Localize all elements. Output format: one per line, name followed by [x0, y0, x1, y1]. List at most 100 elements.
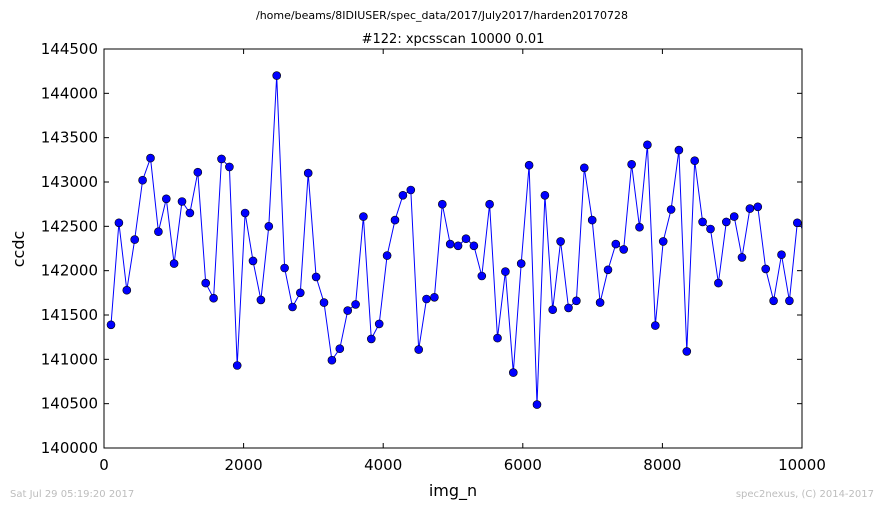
data-point-43 [445, 239, 455, 249]
data-point-32 [359, 212, 368, 221]
data-point-42 [437, 199, 447, 209]
data-point-26 [311, 272, 321, 282]
y-tick-label: 140000 [41, 439, 98, 457]
data-point-31 [351, 300, 360, 309]
data-point-0 [106, 320, 116, 330]
data-point-35 [382, 251, 392, 260]
data-point-69 [650, 321, 660, 330]
data-point-17 [240, 208, 250, 218]
data-point-76 [706, 224, 715, 234]
x-tick-label: 8000 [643, 456, 681, 474]
data-point-14 [217, 154, 226, 164]
y-tick-label: 142000 [41, 262, 98, 280]
data-point-10 [185, 208, 195, 218]
data-point-64 [611, 239, 621, 249]
data-point-40 [422, 294, 431, 304]
data-point-51 [508, 368, 518, 377]
data-point-52 [516, 259, 526, 268]
data-point-45 [461, 234, 471, 243]
y-tick-label: 141000 [41, 350, 98, 368]
data-point-18 [248, 256, 258, 266]
y-tick-labels: 140000 140500 141000 141500 142000 142500 1430… [41, 40, 98, 457]
data-point-38 [406, 185, 416, 195]
data-point-30 [343, 306, 353, 315]
data-point-16 [232, 361, 242, 370]
data-point-6 [154, 227, 163, 236]
x-tick-label: 10000 [778, 456, 826, 474]
data-point-50 [501, 267, 510, 276]
x-tick-label: 6000 [504, 456, 542, 474]
data-point-19 [256, 295, 266, 305]
chart-suptitle: /home/beams/8IDIUSER/spec_data/2017/July… [256, 9, 628, 22]
y-tick-label: 141500 [41, 306, 98, 324]
data-point-28 [327, 355, 337, 365]
data-points [106, 71, 802, 409]
footer-timestamp: Sat Jul 29 05:19:20 2017 [10, 489, 135, 500]
data-point-1 [114, 218, 124, 228]
y-tick-label: 142500 [41, 217, 98, 235]
data-point-75 [698, 217, 707, 227]
data-point-71 [666, 205, 676, 214]
data-point-5 [146, 153, 155, 163]
plot-area [103, 48, 803, 449]
data-point-74 [690, 156, 700, 165]
footer-credit: spec2nexus, (C) 2014-2017 [735, 489, 874, 500]
data-point-83 [761, 264, 771, 274]
data-point-8 [169, 259, 179, 268]
data-point-9 [177, 197, 187, 206]
axis-ticks [103, 48, 803, 449]
data-point-3 [130, 235, 139, 244]
data-point-78 [721, 217, 731, 227]
data-point-53 [524, 160, 534, 170]
data-point-73 [682, 347, 692, 356]
data-point-58 [564, 303, 573, 313]
chart-title: #122: xpcsscan 10000 0.01 [362, 32, 545, 47]
data-point-55 [540, 191, 550, 200]
y-tick-label: 140500 [41, 395, 98, 413]
data-point-46 [469, 241, 479, 251]
data-point-61 [587, 215, 597, 225]
data-point-70 [658, 237, 668, 246]
data-point-63 [603, 265, 613, 275]
data-point-87 [792, 218, 802, 228]
data-point-39 [414, 345, 424, 354]
data-point-34 [374, 319, 384, 329]
data-point-60 [579, 163, 589, 173]
data-point-48 [485, 199, 494, 209]
data-point-79 [729, 212, 739, 221]
data-point-85 [777, 250, 786, 259]
data-point-80 [737, 253, 747, 262]
data-point-54 [532, 400, 542, 409]
data-point-20 [264, 222, 274, 231]
x-tick-labels: 0 2000 4000 6000 8000 10000 [99, 456, 826, 474]
data-point-36 [390, 215, 400, 225]
data-point-11 [193, 167, 203, 177]
data-point-65 [619, 245, 629, 254]
data-point-84 [769, 296, 778, 306]
data-point-77 [714, 278, 723, 288]
data-point-24 [295, 288, 305, 298]
x-tick-label: 2000 [225, 456, 263, 474]
data-point-81 [745, 204, 755, 213]
y-tick-label: 143000 [41, 173, 98, 191]
y-tick-label: 144000 [41, 84, 98, 102]
data-point-62 [595, 298, 605, 307]
data-point-86 [785, 296, 794, 306]
data-point-56 [548, 305, 558, 315]
x-tick-label: 4000 [364, 456, 402, 474]
data-point-47 [477, 271, 487, 281]
data-point-4 [138, 175, 147, 185]
data-point-15 [225, 162, 234, 172]
y-axis-label: ccdc [9, 231, 28, 268]
x-tick-label: 0 [99, 456, 109, 474]
data-point-12 [201, 278, 210, 288]
y-tick-label: 144500 [41, 40, 98, 58]
data-point-82 [753, 202, 763, 212]
data-point-44 [453, 241, 463, 251]
y-tick-label: 143500 [41, 129, 98, 147]
data-point-49 [493, 333, 502, 343]
data-point-66 [627, 160, 636, 169]
data-point-29 [335, 344, 345, 354]
data-point-25 [303, 168, 313, 178]
